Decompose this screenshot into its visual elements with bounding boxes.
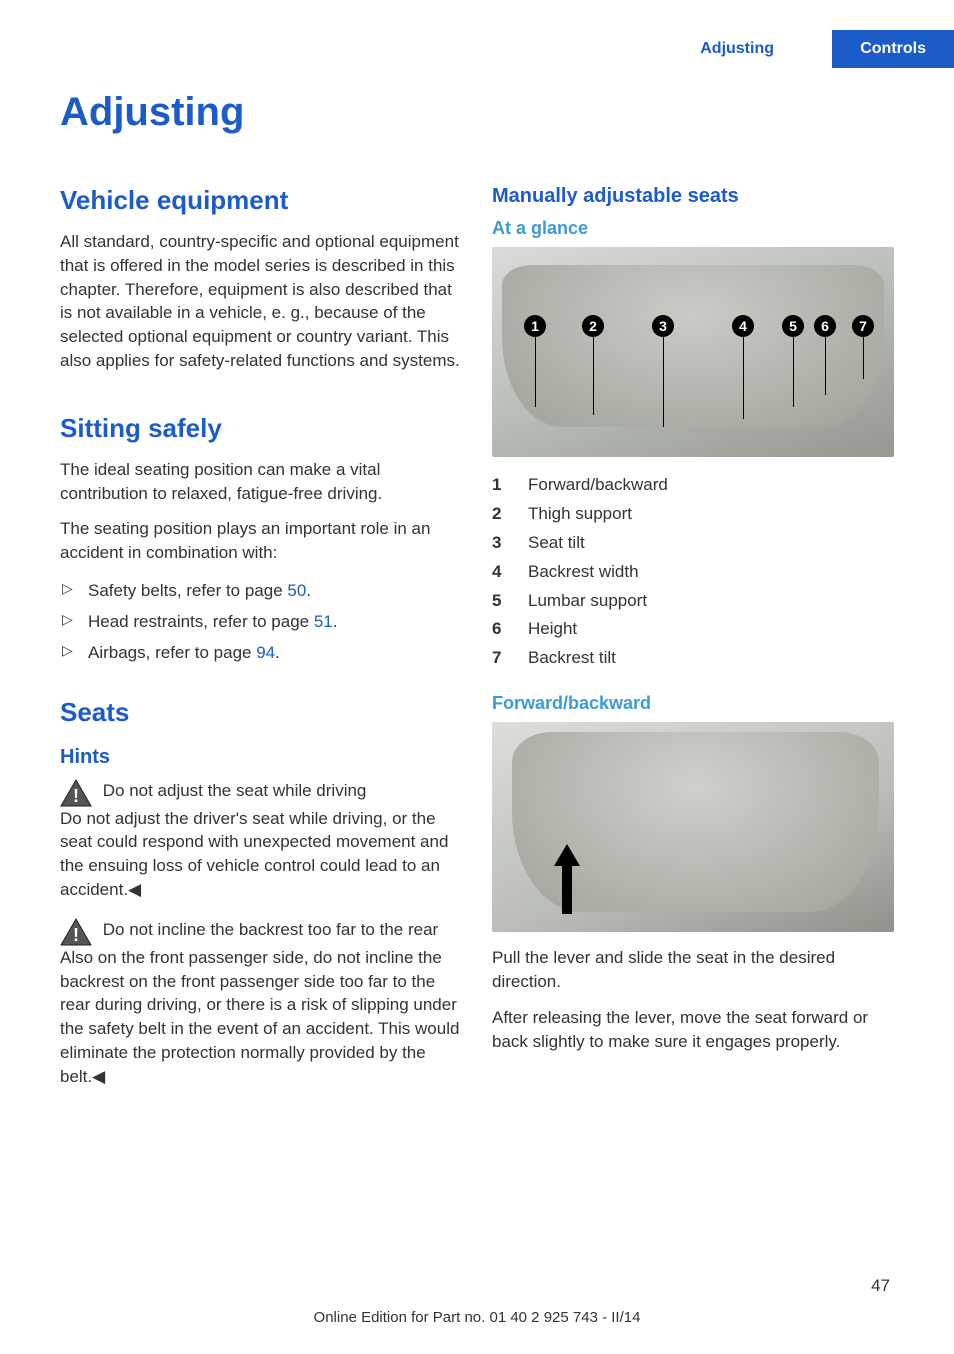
content-columns: Vehicle equipment All standard, country-… — [60, 175, 894, 1105]
heading-sitting-safely: Sitting safely — [60, 413, 462, 444]
callout-badge: 6 — [814, 315, 836, 337]
legend-num: 1 — [492, 471, 528, 500]
seat-illustration — [502, 265, 884, 427]
callout-badge: 4 — [732, 315, 754, 337]
legend-num: 7 — [492, 644, 528, 673]
page: Adjusting Controls Adjusting Vehicle equ… — [0, 0, 954, 1165]
svg-text:!: ! — [73, 786, 79, 806]
page-ref[interactable]: 94 — [256, 643, 275, 662]
hint-1-title: Do not adjust the seat while driving — [103, 781, 367, 800]
callout-legend: 1Forward/backward2Thigh support3Seat til… — [492, 471, 894, 673]
list-item: Safety belts, refer to page 50. — [60, 577, 462, 604]
page-title: Adjusting — [60, 90, 894, 135]
callout-leader — [743, 337, 744, 419]
para-fb-2: After releasing the lever, move the seat… — [492, 1006, 894, 1054]
legend-item: 7Backrest tilt — [492, 644, 894, 673]
legend-item: 4Backrest width — [492, 558, 894, 587]
legend-num: 6 — [492, 615, 528, 644]
legend-label: Forward/backward — [528, 471, 668, 500]
bullet-suffix: . — [275, 643, 280, 662]
hint-2-body: Also on the front passenger side, do not… — [60, 948, 459, 1086]
callout-badge: 3 — [652, 315, 674, 337]
legend-num: 5 — [492, 587, 528, 616]
heading-forward-backward: Forward/backward — [492, 693, 894, 714]
para-sitting-safely-1: The ideal seating position can make a vi… — [60, 458, 462, 506]
hint-2-title: Do not incline the backrest too far to t… — [103, 920, 438, 939]
list-item: Head restraints, refer to page 51. — [60, 608, 462, 635]
bullet-text: Safety belts, refer to page — [88, 581, 287, 600]
bullet-suffix: . — [333, 612, 338, 631]
page-ref[interactable]: 51 — [314, 612, 333, 631]
legend-item: 5Lumbar support — [492, 587, 894, 616]
para-vehicle-equipment: All standard, country-specific and optio… — [60, 230, 462, 373]
callout-badge: 7 — [852, 315, 874, 337]
callout-leader — [535, 337, 536, 407]
page-number: 47 — [871, 1276, 890, 1296]
hint-2: ! Do not incline the backrest too far to… — [60, 918, 462, 1089]
legend-label: Lumbar support — [528, 587, 647, 616]
header-section-label: Adjusting — [700, 40, 774, 58]
legend-label: Backrest width — [528, 558, 639, 587]
legend-item: 1Forward/backward — [492, 471, 894, 500]
legend-item: 2Thigh support — [492, 500, 894, 529]
warning-icon: ! — [60, 779, 92, 807]
page-ref[interactable]: 50 — [287, 581, 306, 600]
legend-item: 3Seat tilt — [492, 529, 894, 558]
legend-num: 3 — [492, 529, 528, 558]
legend-num: 4 — [492, 558, 528, 587]
legend-label: Height — [528, 615, 577, 644]
para-sitting-safely-2: The seating position plays an important … — [60, 517, 462, 565]
heading-vehicle-equipment: Vehicle equipment — [60, 185, 462, 216]
bullet-text: Airbags, refer to page — [88, 643, 256, 662]
legend-label: Backrest tilt — [528, 644, 616, 673]
header-category-label: Controls — [832, 30, 954, 68]
up-arrow-icon — [554, 844, 580, 914]
legend-item: 6Height — [492, 615, 894, 644]
bullet-suffix: . — [306, 581, 311, 600]
hint-1: ! Do not adjust the seat while driving D… — [60, 779, 462, 902]
legend-label: Seat tilt — [528, 529, 585, 558]
heading-at-a-glance: At a glance — [492, 218, 894, 239]
right-column: Manually adjustable seats At a glance 12… — [492, 175, 894, 1105]
callout-badge: 2 — [582, 315, 604, 337]
legend-num: 2 — [492, 500, 528, 529]
header-bar: Adjusting Controls — [60, 30, 894, 60]
diagram-seat-callouts: 1 2 3 4 567 — [492, 247, 894, 457]
callout-badge: 1 — [524, 315, 546, 337]
legend-label: Thigh support — [528, 500, 632, 529]
diagram-forward-backward — [492, 722, 894, 932]
para-fb-1: Pull the lever and slide the seat in the… — [492, 946, 894, 994]
heading-seats: Seats — [60, 697, 462, 728]
sitting-safely-refs: Safety belts, refer to page 50.Head rest… — [60, 577, 462, 667]
bullet-text: Head restraints, refer to page — [88, 612, 314, 631]
warning-icon: ! — [60, 918, 92, 946]
callout-leader — [593, 337, 594, 415]
hint-1-body: Do not adjust the driver's seat while dr… — [60, 809, 448, 899]
list-item: Airbags, refer to page 94. — [60, 639, 462, 666]
footer-line: Online Edition for Part no. 01 40 2 925 … — [0, 1309, 954, 1326]
left-column: Vehicle equipment All standard, country-… — [60, 175, 462, 1105]
callout-leader — [793, 337, 794, 407]
callout-leader — [863, 337, 864, 379]
svg-text:!: ! — [73, 925, 79, 945]
heading-hints: Hints — [60, 746, 462, 769]
callout-badge: 5 — [782, 315, 804, 337]
callout-leader — [825, 337, 826, 395]
heading-manual-seats: Manually adjustable seats — [492, 185, 894, 208]
callout-leader — [663, 337, 664, 427]
